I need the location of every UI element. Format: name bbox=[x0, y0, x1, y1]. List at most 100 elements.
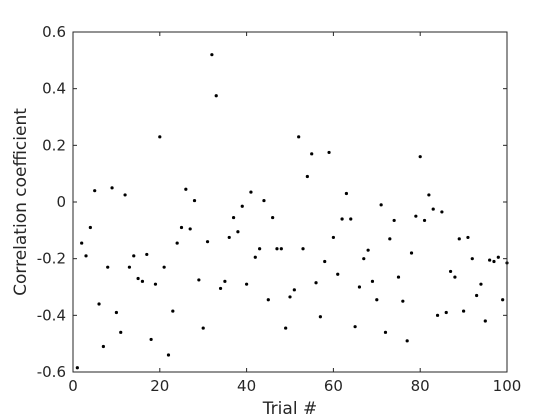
data-point bbox=[279, 247, 283, 251]
data-point bbox=[231, 215, 236, 220]
x-tick-label: 60 bbox=[324, 377, 343, 395]
data-point bbox=[496, 255, 500, 259]
data-point bbox=[119, 330, 123, 334]
data-point bbox=[501, 298, 505, 302]
data-point bbox=[162, 265, 166, 269]
data-point bbox=[75, 366, 79, 370]
data-point bbox=[475, 293, 479, 298]
data-point bbox=[288, 295, 292, 299]
data-point bbox=[422, 218, 427, 223]
x-tick-label: 20 bbox=[150, 377, 169, 395]
data-point bbox=[370, 279, 375, 283]
data-point bbox=[323, 259, 327, 264]
data-point bbox=[431, 207, 435, 211]
data-point bbox=[205, 240, 210, 244]
data-point bbox=[223, 279, 227, 283]
x-tick-label: 0 bbox=[68, 377, 78, 395]
data-point bbox=[149, 337, 153, 342]
data-point bbox=[470, 257, 474, 261]
data-point bbox=[210, 53, 214, 57]
data-point bbox=[84, 254, 88, 258]
data-point bbox=[236, 230, 240, 234]
data-point bbox=[97, 302, 101, 306]
data-point bbox=[427, 193, 431, 197]
data-point bbox=[175, 241, 179, 245]
data-point bbox=[379, 203, 383, 207]
data-point bbox=[292, 288, 296, 292]
data-point bbox=[392, 218, 396, 223]
y-axis-title: Correlation coefficient bbox=[11, 108, 31, 296]
data-point bbox=[448, 269, 453, 274]
data-point bbox=[201, 326, 205, 330]
data-point bbox=[344, 191, 349, 196]
data-point bbox=[192, 198, 197, 203]
data-point bbox=[301, 247, 305, 251]
y-tick-label: -0.2 bbox=[37, 250, 66, 268]
data-point bbox=[227, 235, 231, 240]
x-tick-label: 80 bbox=[411, 377, 430, 395]
data-point bbox=[80, 241, 84, 245]
data-point bbox=[440, 210, 444, 214]
data-point bbox=[396, 275, 401, 279]
data-point bbox=[462, 309, 466, 313]
data-point bbox=[132, 254, 136, 258]
x-axis-title: Trial # bbox=[262, 399, 317, 419]
data-point bbox=[366, 248, 370, 252]
data-point bbox=[249, 190, 253, 194]
data-point bbox=[414, 214, 418, 218]
data-point bbox=[284, 326, 288, 330]
x-axis-ticks: 0 20 40 60 80 100 bbox=[68, 32, 521, 395]
data-point bbox=[266, 298, 270, 302]
plot-frame bbox=[72, 31, 508, 373]
data-point bbox=[318, 315, 322, 319]
data-point bbox=[388, 237, 392, 241]
data-point bbox=[240, 204, 244, 208]
data-point bbox=[409, 251, 414, 255]
y-tick-label: 0 bbox=[56, 193, 66, 211]
y-tick-label: 0.4 bbox=[42, 80, 66, 98]
y-tick-label: -0.6 bbox=[37, 363, 66, 381]
data-point bbox=[405, 339, 409, 343]
data-point bbox=[262, 198, 266, 203]
data-point bbox=[418, 155, 422, 159]
data-point bbox=[488, 258, 492, 262]
data-point bbox=[136, 276, 140, 281]
data-point bbox=[106, 265, 110, 269]
data-point bbox=[310, 152, 314, 156]
data-point bbox=[336, 272, 340, 276]
data-point bbox=[340, 217, 344, 221]
data-point bbox=[305, 174, 309, 179]
data-point bbox=[145, 252, 149, 257]
y-tick-label: 0.6 bbox=[42, 23, 66, 41]
data-point bbox=[453, 275, 457, 279]
data-point bbox=[362, 257, 366, 261]
y-axis-ticks: -0.6 -0.4 -0.2 0 0.2 0.4 0.6 bbox=[37, 23, 507, 381]
data-point bbox=[297, 135, 301, 139]
data-point bbox=[435, 313, 440, 317]
data-point bbox=[479, 282, 483, 286]
data-point bbox=[101, 344, 105, 349]
data-point bbox=[275, 247, 279, 251]
data-point bbox=[214, 94, 218, 98]
data-point bbox=[218, 286, 223, 291]
data-point bbox=[171, 309, 175, 313]
y-tick-label: 0.2 bbox=[42, 136, 66, 154]
data-point bbox=[271, 215, 275, 220]
data-point bbox=[353, 325, 357, 329]
data-point bbox=[245, 282, 249, 286]
data-point bbox=[314, 281, 318, 285]
data-point bbox=[357, 285, 362, 289]
data-point bbox=[253, 255, 257, 259]
data-point bbox=[153, 282, 158, 286]
data-point bbox=[110, 186, 114, 190]
data-point bbox=[184, 187, 188, 191]
data-point bbox=[483, 319, 487, 323]
x-tick-label: 40 bbox=[237, 377, 256, 395]
data-point bbox=[114, 310, 118, 315]
y-tick-label: -0.4 bbox=[37, 306, 66, 324]
data-point bbox=[375, 298, 379, 302]
data-point bbox=[158, 135, 162, 139]
data-point bbox=[327, 150, 331, 155]
data-point bbox=[331, 235, 335, 240]
data-point bbox=[188, 227, 192, 231]
